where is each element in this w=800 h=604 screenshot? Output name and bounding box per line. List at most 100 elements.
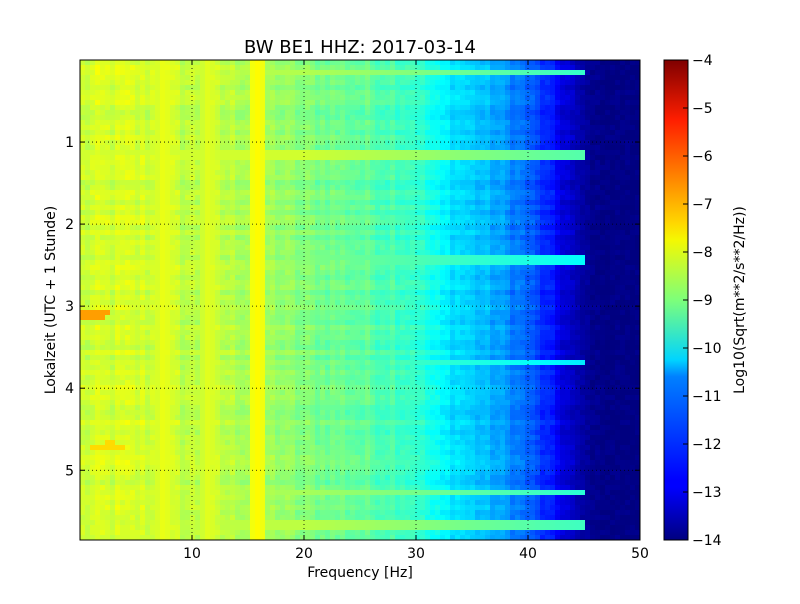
heatmap-cell [285,160,291,166]
heatmap-cell [85,130,91,136]
heatmap-cell [545,255,551,261]
heatmap-cell [335,215,341,221]
heatmap-cell [610,145,616,151]
heatmap-cell [575,95,581,101]
heatmap-cell [300,195,306,201]
heatmap-cell [590,220,596,226]
heatmap-cell [165,130,171,136]
heatmap-cell [230,195,236,201]
heatmap-cell [210,195,216,201]
heatmap-cell [535,180,541,186]
heatmap-cell [610,235,616,241]
heatmap-cell [320,215,326,221]
heatmap-cell [170,255,176,261]
heatmap-cell [380,65,386,71]
heatmap-cell [400,75,406,81]
heatmap-cell [305,130,311,136]
heatmap-cell [160,185,166,191]
heatmap-cell [555,135,561,141]
heatmap-cell [240,275,246,281]
heatmap-cell [375,185,381,191]
heatmap-cell [250,120,256,126]
heatmap-cell [355,170,361,176]
heatmap-cell [430,130,436,136]
heatmap-cell [485,270,491,276]
heatmap-cell [475,245,481,251]
heatmap-cell [260,170,266,176]
heatmap-cell [200,210,206,216]
heatmap-cell [185,150,191,156]
heatmap-cell [160,140,166,146]
heatmap-cell [295,125,301,131]
heatmap-cell [85,185,91,191]
heatmap-cell [165,80,171,86]
heatmap-cell [490,85,496,91]
heatmap-cell [240,270,246,276]
heatmap-cell [480,175,486,181]
heatmap-cell [610,130,616,136]
heatmap-cell [570,185,576,191]
heatmap-cell [420,185,426,191]
heatmap-cell [600,100,606,106]
heatmap-cell [230,120,236,126]
heatmap-cell [325,155,331,161]
heatmap-cell [590,130,596,136]
heatmap-cell [300,65,306,71]
heatmap-cell [465,255,471,261]
heatmap-cell [320,95,326,101]
heatmap-cell [605,110,611,116]
heatmap-cell [265,125,271,131]
heatmap-cell [575,115,581,121]
heatmap-cell [410,270,416,276]
heatmap-cell [420,100,426,106]
heatmap-cell [220,105,226,111]
heatmap-cell [425,250,431,256]
heatmap-cell [275,240,281,246]
heatmap-cell [550,240,556,246]
heatmap-cell [280,105,286,111]
heatmap-cell [430,60,436,66]
heatmap-cell [270,175,276,181]
heatmap-cell [210,240,216,246]
heatmap-cell [315,150,321,156]
heatmap-cell [575,160,581,166]
heatmap-cell [205,210,211,216]
heatmap-cell [415,275,421,281]
heatmap-cell [370,190,376,196]
heatmap-cell [205,225,211,231]
heatmap-cell [350,150,356,156]
heatmap-cell [345,155,351,161]
heatmap-cell [420,70,426,76]
heatmap-cell [595,165,601,171]
heatmap-cell [430,265,436,271]
heatmap-cell [405,240,411,246]
heatmap-cell [620,135,626,141]
heatmap-cell [325,130,331,136]
heatmap-cell [580,230,586,236]
heatmap-cell [600,95,606,101]
heatmap-cell [180,155,186,161]
heatmap-cell [355,230,361,236]
heatmap-cell [445,70,451,76]
heatmap-cell [330,265,336,271]
heatmap-cell [550,210,556,216]
heatmap-cell [325,200,331,206]
heatmap-cell [520,200,526,206]
heatmap-cell [235,95,241,101]
heatmap-cell [180,65,186,71]
heatmap-cell [285,255,291,261]
heatmap-cell [450,210,456,216]
heatmap-cell [540,60,546,66]
heatmap-cell [475,225,481,231]
heatmap-cell [85,180,91,186]
heatmap-cell [215,145,221,151]
heatmap-cell [285,165,291,171]
heatmap-cell [155,220,161,226]
heatmap-cell [415,100,421,106]
heatmap-cell [480,165,486,171]
heatmap-cell [410,65,416,71]
heatmap-cell [435,160,441,166]
heatmap-cell [190,95,196,101]
heatmap-cell [380,75,386,81]
heatmap-cell [575,135,581,141]
